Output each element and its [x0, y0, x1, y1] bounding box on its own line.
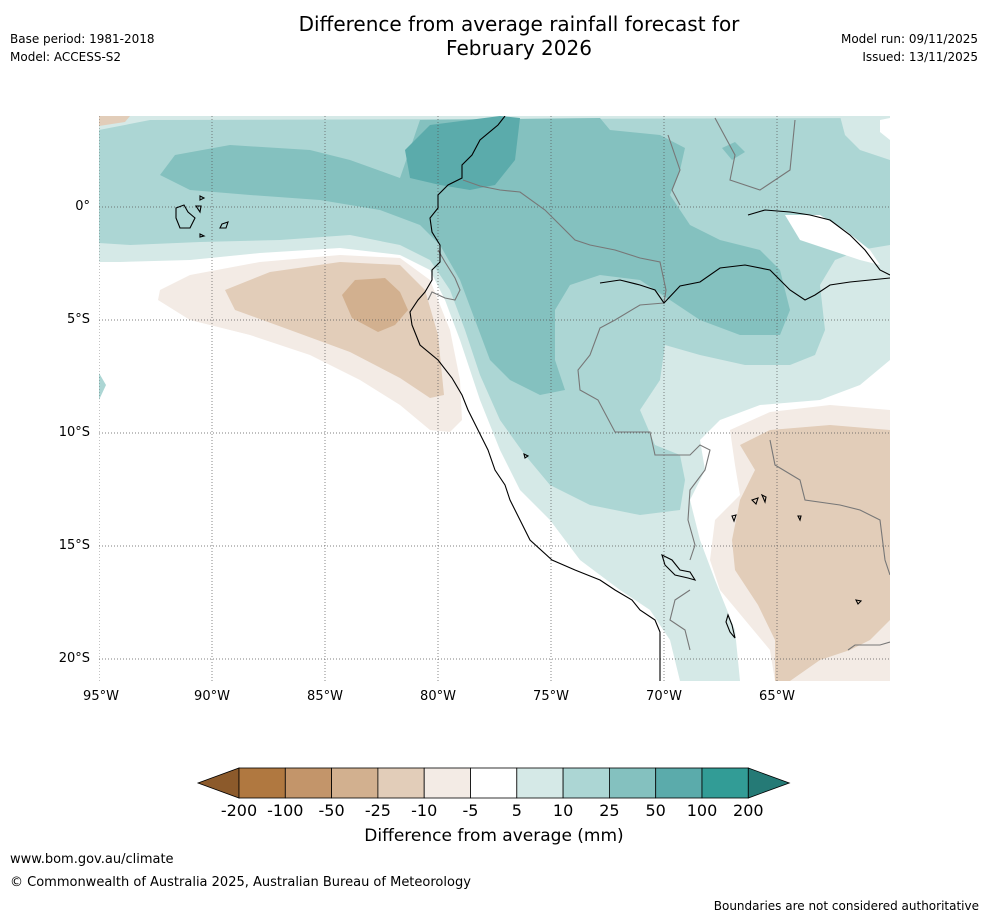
copyright-text: © Commonwealth of Australia 2025, Austra… — [10, 875, 471, 890]
colorbar-tick-label: -25 — [364, 801, 391, 820]
wet-anomaly-50-100 — [405, 116, 520, 190]
title-line-2: February 2026 — [446, 36, 592, 60]
colorbar-swatch — [470, 767, 518, 799]
colorbar-tick-label: 5 — [511, 801, 522, 820]
lon-label-80w: 80°W — [420, 689, 456, 704]
dry-anomaly-ocean-25-50 — [342, 278, 408, 332]
colorbar-tick-label: 25 — [599, 801, 620, 820]
colorbar-tick-label: 10 — [552, 801, 574, 820]
lat-label-5s: 5°S — [66, 312, 90, 327]
lon-label-70w: 70°W — [646, 689, 682, 704]
base-period-text: Base period: 1981-2018 — [10, 32, 155, 46]
colorbar-swatch — [377, 767, 425, 799]
dry-anomaly-corner — [99, 116, 130, 126]
white-patch-amazon — [785, 215, 880, 265]
lon-label-95w: 95°W — [83, 689, 119, 704]
colorbar-extend-high — [747, 767, 791, 799]
map-title: Difference from average rainfall forecas… — [244, 12, 794, 60]
coastline — [175, 116, 890, 681]
colorbar-extend-low — [196, 767, 240, 799]
colorbar-swatch — [423, 767, 471, 799]
lat-label-15s: 15°S — [58, 538, 90, 553]
colorbar-swatch — [238, 767, 286, 799]
title-line-1: Difference from average rainfall forecas… — [298, 12, 740, 36]
colorbar-swatches — [196, 767, 791, 799]
lon-label-75w: 75°W — [533, 689, 569, 704]
colorbar-label: Difference from average (mm) — [364, 826, 624, 846]
colorbar-tick-label: -5 — [462, 801, 479, 820]
rainfall-anomaly-field — [99, 116, 890, 681]
dry-anomaly-land-10-25 — [732, 425, 890, 681]
colorbar-tick-label: -10 — [411, 801, 438, 820]
boundary-disclaimer: Boundaries are not considered authoritat… — [713, 899, 979, 913]
colorbar-swatch — [701, 767, 749, 799]
colorbar-swatch — [608, 767, 657, 799]
colorbar-tick-label: -200 — [220, 801, 258, 820]
model-text: Model: ACCESS-S2 — [10, 50, 122, 64]
wet-anomaly-west-edge — [99, 373, 106, 400]
lon-label-65w: 65°W — [759, 689, 795, 704]
lon-label-90w: 90°W — [194, 689, 230, 704]
issued-text: Issued: 13/11/2025 — [862, 50, 978, 64]
lat-label-0: 0° — [75, 199, 90, 214]
colorbar — [196, 767, 791, 799]
country-borders — [427, 117, 890, 651]
colorbar-swatch — [655, 767, 703, 799]
lat-label-10s: 10°S — [58, 425, 90, 440]
colorbar-tick-label: -100 — [267, 801, 304, 820]
white-patch-ne — [880, 118, 890, 140]
colorbar-tick-label: 100 — [686, 801, 718, 820]
lat-label-20s: 20°S — [58, 651, 90, 666]
website-link[interactable]: www.bom.gov.au/climate — [10, 852, 174, 867]
wet-anomaly-ne-light — [840, 116, 890, 160]
wet-anomaly-50-100-east — [722, 142, 745, 160]
colorbar-tick-label: -50 — [318, 801, 345, 820]
wet-anomaly-25-50 — [160, 118, 790, 395]
colorbar-swatch — [562, 767, 610, 799]
colorbar-tick-label: 50 — [645, 801, 666, 820]
colorbar-swatch — [284, 767, 333, 799]
colorbar-tick-label: 200 — [733, 801, 764, 820]
map-gridlines — [99, 116, 890, 681]
colorbar-swatch — [331, 767, 379, 799]
model-run-text: Model run: 09/11/2025 — [840, 32, 978, 46]
colorbar-swatch — [516, 767, 564, 799]
lon-label-85w: 85°W — [307, 689, 343, 704]
